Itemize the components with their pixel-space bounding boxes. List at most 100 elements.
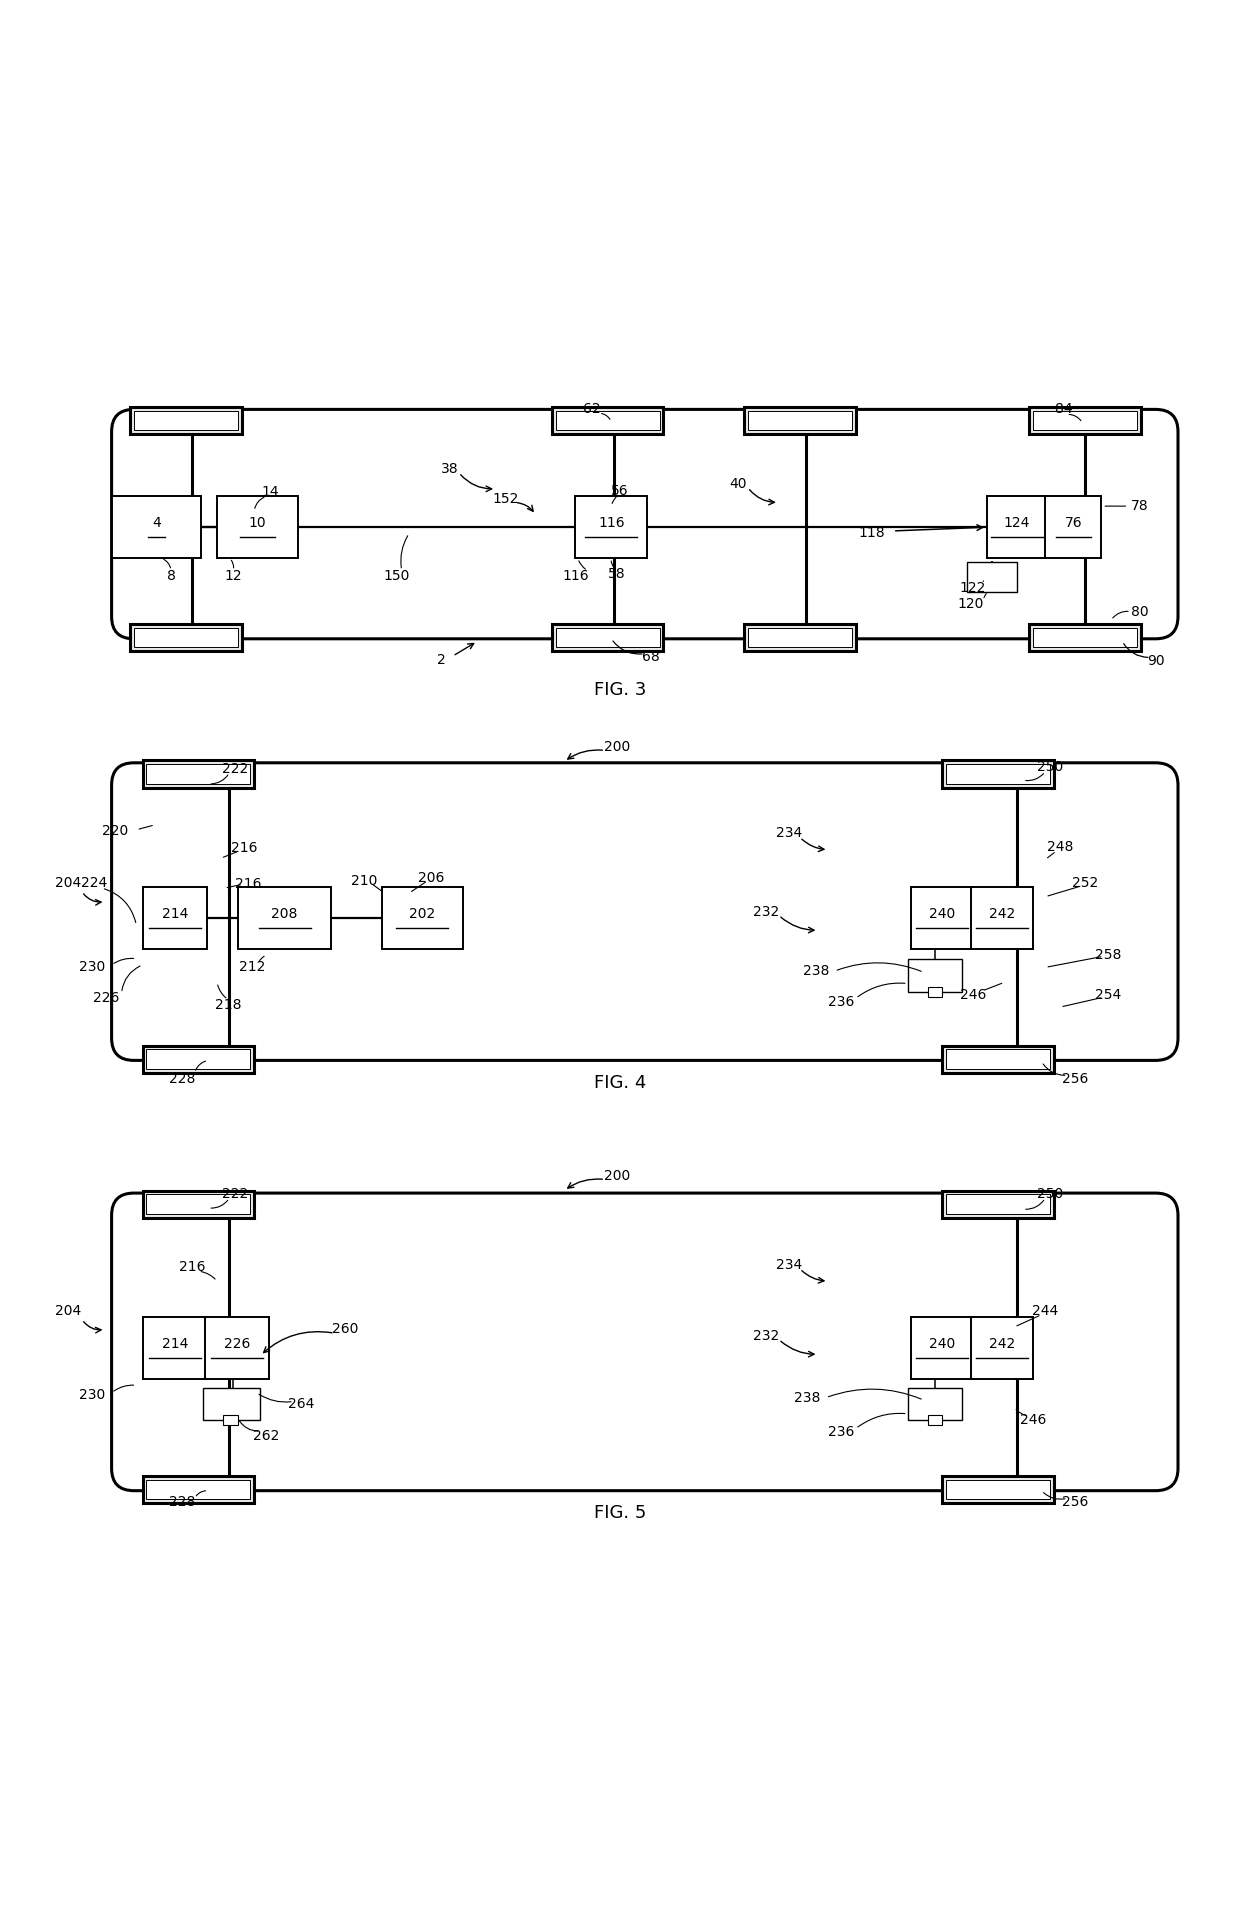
Bar (946, 764, 1050, 783)
Bar (146, 764, 250, 783)
Bar (143, 1476, 254, 1503)
Text: 236: 236 (827, 995, 854, 1008)
Text: 152: 152 (492, 491, 520, 506)
Text: 244: 244 (1032, 1305, 1059, 1318)
Bar (911, 1318, 973, 1379)
Text: 250: 250 (1037, 1188, 1064, 1201)
Text: 216: 216 (234, 877, 262, 892)
Text: 116: 116 (598, 516, 625, 531)
Text: 242: 242 (988, 907, 1016, 921)
Bar (143, 1190, 254, 1219)
Text: 228: 228 (169, 1496, 196, 1509)
Text: 216: 216 (179, 1261, 206, 1274)
Text: 124: 124 (1003, 516, 1030, 531)
Text: 62: 62 (583, 403, 600, 416)
Bar (1029, 407, 1141, 434)
Text: 262: 262 (253, 1429, 280, 1444)
Bar (1029, 625, 1141, 651)
Text: 12: 12 (224, 569, 242, 583)
Text: 120: 120 (957, 598, 983, 611)
Text: FIG. 5: FIG. 5 (594, 1503, 646, 1522)
Text: 246: 246 (960, 987, 987, 1001)
Text: 236: 236 (827, 1425, 854, 1440)
Bar (748, 628, 852, 647)
Text: 222: 222 (222, 1188, 249, 1201)
Bar (556, 411, 660, 430)
Text: 208: 208 (272, 907, 298, 921)
Text: 38: 38 (441, 462, 459, 476)
Bar (552, 625, 663, 651)
Text: 76: 76 (1064, 516, 1083, 531)
Text: 234: 234 (775, 1259, 802, 1272)
Bar (146, 1049, 250, 1070)
Text: 248: 248 (1047, 840, 1074, 854)
Text: 258: 258 (1095, 947, 1122, 963)
Text: 228: 228 (169, 1072, 196, 1087)
Text: 232: 232 (753, 905, 780, 919)
Bar (946, 1480, 1050, 1499)
Text: 214: 214 (161, 907, 188, 921)
Text: 118: 118 (858, 527, 884, 541)
Text: 234: 234 (775, 827, 802, 840)
Text: 240: 240 (929, 1337, 956, 1352)
Text: 2: 2 (436, 653, 446, 667)
Text: 218: 218 (215, 997, 242, 1012)
Bar (908, 1389, 962, 1419)
Bar (112, 497, 201, 558)
Bar (143, 886, 207, 949)
Bar (946, 1194, 1050, 1215)
Text: 200: 200 (604, 1169, 631, 1182)
Text: 68: 68 (642, 651, 660, 665)
Text: 56: 56 (611, 485, 629, 499)
Text: FIG. 3: FIG. 3 (594, 680, 646, 699)
Bar (1045, 497, 1101, 558)
Bar (942, 760, 1054, 787)
Bar (928, 987, 942, 997)
Bar (556, 628, 660, 647)
Text: 84: 84 (1055, 403, 1073, 416)
Bar (1033, 628, 1137, 647)
Text: 230: 230 (78, 1389, 105, 1402)
Bar (217, 497, 298, 558)
Text: 206: 206 (418, 871, 445, 884)
Text: 8: 8 (166, 569, 176, 583)
Bar (130, 407, 242, 434)
Text: 202: 202 (409, 907, 435, 921)
Text: 204: 204 (55, 1305, 82, 1318)
Bar (134, 628, 238, 647)
Bar (744, 625, 856, 651)
Bar (143, 1045, 254, 1073)
Text: 4: 4 (151, 516, 161, 531)
Bar (205, 1318, 269, 1379)
Bar (203, 1389, 260, 1419)
Text: 238: 238 (794, 1390, 821, 1404)
Bar (143, 760, 254, 787)
Bar (928, 1415, 942, 1425)
Text: 204: 204 (55, 877, 82, 890)
Bar (908, 959, 962, 991)
Text: 14: 14 (262, 485, 279, 500)
Text: 222: 222 (222, 762, 249, 775)
Text: 10: 10 (248, 516, 267, 531)
Bar (744, 407, 856, 434)
Text: 260: 260 (331, 1322, 358, 1337)
Bar (911, 886, 973, 949)
Text: 256: 256 (1061, 1072, 1089, 1087)
Bar (552, 407, 663, 434)
Text: 40: 40 (729, 478, 746, 491)
Bar (942, 1476, 1054, 1503)
Bar (946, 1049, 1050, 1070)
Text: 150: 150 (383, 569, 410, 583)
Bar (143, 1318, 207, 1379)
Bar (748, 411, 852, 430)
Text: 252: 252 (1071, 877, 1099, 890)
Text: 116: 116 (563, 569, 589, 583)
Bar (967, 562, 1017, 592)
Text: 230: 230 (78, 961, 105, 974)
Bar (238, 886, 331, 949)
Bar (146, 1194, 250, 1215)
Text: 232: 232 (753, 1329, 780, 1343)
Bar (942, 1190, 1054, 1219)
Text: 212: 212 (238, 961, 265, 974)
Text: 226: 226 (93, 991, 120, 1005)
